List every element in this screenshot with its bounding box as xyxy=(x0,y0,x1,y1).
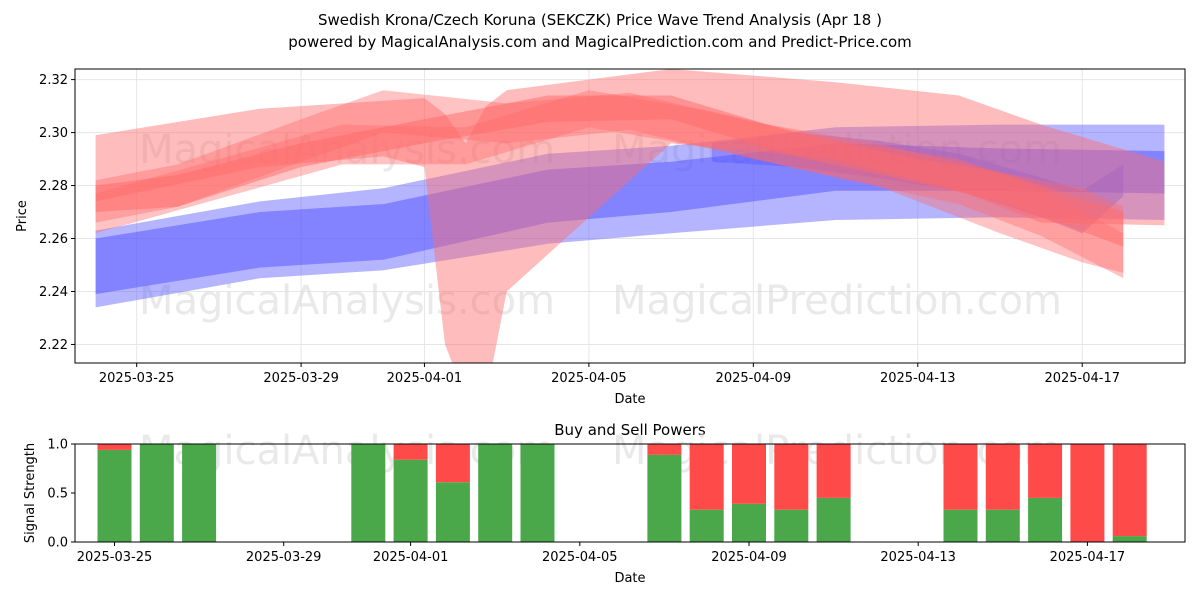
price-y-label: Price xyxy=(15,200,30,232)
sell-bar-8 xyxy=(647,444,682,455)
price-x-tick-label-6: 2025-04-17 xyxy=(1044,371,1120,386)
signal-x-tick-label-6: 2025-04-17 xyxy=(1050,550,1126,565)
signal-x-label: Date xyxy=(614,571,645,586)
signal-y-tick-label-0: 0.0 xyxy=(47,536,68,551)
sell-bar-11 xyxy=(774,444,809,510)
price-axis-ticks: 2025-03-25 2025-03-29 2025-04-01 2025-04-05… xyxy=(39,73,1120,386)
signal-x-tick-label-1: 2025-03-29 xyxy=(246,550,322,565)
buy-bar-8 xyxy=(647,454,682,542)
chart-title-line2: powered by MagicalAnalysis.com and Magic… xyxy=(288,33,912,51)
buy-bar-1 xyxy=(139,444,174,542)
signal-x-tick-label-0: 2025-03-25 xyxy=(77,550,153,565)
wave-band-red-6 xyxy=(95,95,1124,247)
sell-bar-10 xyxy=(732,444,766,504)
watermark-prediction-top2: MagicalPrediction.com xyxy=(612,278,1062,324)
watermark-analysis-top2: MagicalAnalysis.com xyxy=(139,278,555,324)
price-x-tick-label-1: 2025-03-29 xyxy=(263,371,339,386)
signal-x-tick-label-4: 2025-04-09 xyxy=(711,550,787,565)
sell-bar-0 xyxy=(97,444,132,450)
buy-bar-14 xyxy=(985,509,1020,542)
price-y-tick-label-1: 2.24 xyxy=(39,285,68,300)
signal-panel: Buy and Sell Powers MagicalAnalysis.com … xyxy=(23,421,1186,586)
signal-bars xyxy=(97,444,1147,542)
buy-bar-5 xyxy=(435,482,470,542)
buy-bar-11 xyxy=(774,509,809,542)
buy-bar-4 xyxy=(393,459,428,542)
sell-bar-15 xyxy=(1028,444,1063,498)
buy-bar-17 xyxy=(1112,536,1147,542)
price-y-tick-label-5: 2.32 xyxy=(39,73,68,88)
price-panel: MagicalAnalysis.com MagicalPrediction.co… xyxy=(15,68,1186,407)
price-x-tick-label-3: 2025-04-05 xyxy=(551,371,627,386)
buy-bar-0 xyxy=(97,449,132,542)
sell-bar-16 xyxy=(1070,444,1105,542)
price-x-tick-label-5: 2025-04-13 xyxy=(880,371,956,386)
price-x-tick-label-4: 2025-04-09 xyxy=(716,371,792,386)
buy-bar-10 xyxy=(732,503,766,542)
price-y-tick-label-4: 2.30 xyxy=(39,126,68,141)
signal-y-label: Signal Strength xyxy=(23,443,38,543)
signal-y-tick-label-2: 1.0 xyxy=(47,438,68,453)
sell-bar-12 xyxy=(816,444,851,498)
buy-bar-2 xyxy=(182,444,217,542)
sell-bar-9 xyxy=(689,444,724,510)
price-y-tick-label-2: 2.26 xyxy=(39,232,68,247)
price-x-tick-label-0: 2025-03-25 xyxy=(99,371,175,386)
price-y-tick-label-0: 2.22 xyxy=(39,338,68,353)
price-x-tick-label-2: 2025-04-01 xyxy=(387,371,463,386)
buy-bar-3 xyxy=(351,444,386,542)
sell-bar-17 xyxy=(1112,444,1147,537)
signal-x-tick-label-3: 2025-04-05 xyxy=(542,550,618,565)
wave-bands xyxy=(95,69,1165,363)
signal-axis-ticks: 2025-03-25 2025-03-29 2025-04-01 2025-04-05… xyxy=(47,438,1125,566)
chart-title-line1: Swedish Krona/Czech Koruna (SEKCZK) Pric… xyxy=(318,11,882,29)
sell-bar-14 xyxy=(985,444,1020,510)
price-plot-frame xyxy=(74,68,1186,364)
sell-bar-4 xyxy=(393,444,428,460)
price-x-label: Date xyxy=(614,392,645,407)
signal-x-tick-label-5: 2025-04-13 xyxy=(880,550,956,565)
signal-y-tick-label-1: 0.5 xyxy=(47,487,68,502)
price-y-tick-label-3: 2.28 xyxy=(39,179,68,194)
sell-bar-5 xyxy=(435,444,470,483)
buy-bar-9 xyxy=(689,509,724,542)
signal-x-tick-label-2: 2025-04-01 xyxy=(373,550,449,565)
wave-band-blue-1 xyxy=(95,143,1165,295)
signal-panel-title: Buy and Sell Powers xyxy=(554,421,706,439)
buy-bar-12 xyxy=(816,497,851,542)
buy-bar-7 xyxy=(520,444,555,542)
buy-bar-13 xyxy=(943,509,978,542)
buy-bar-6 xyxy=(478,444,513,542)
buy-bar-15 xyxy=(1028,497,1063,542)
sell-bar-13 xyxy=(943,444,978,510)
